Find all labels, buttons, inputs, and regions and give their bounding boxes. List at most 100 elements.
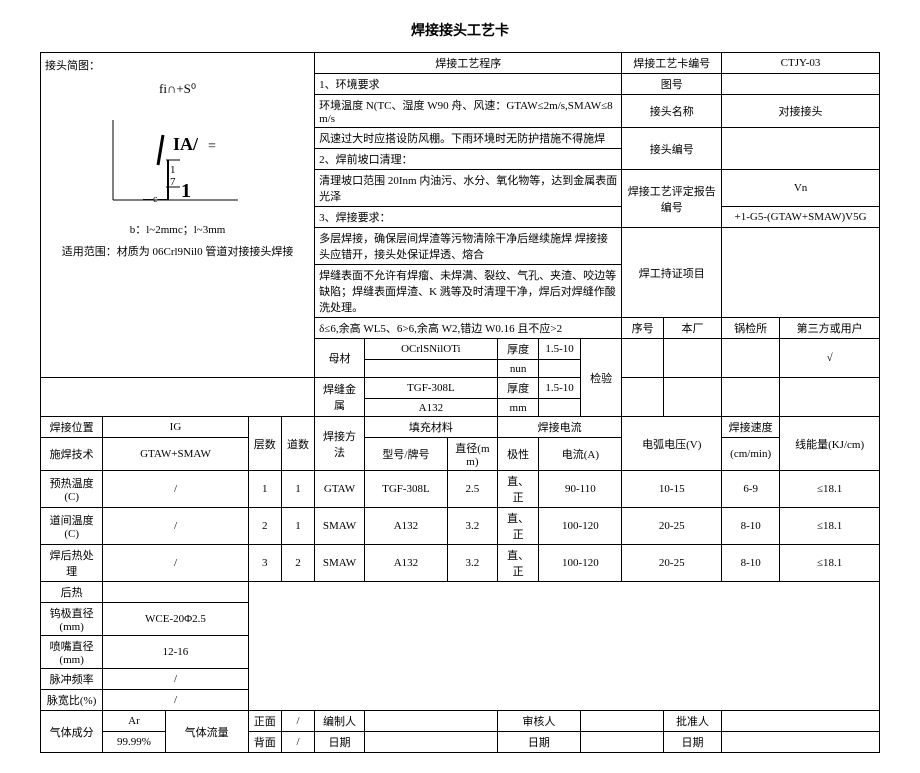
pulse-v: / [103,669,248,690]
r0-dia: 2.5 [447,471,497,508]
base-metal-label: 母材 [315,339,365,378]
svg-text:—c—: —c— [142,194,168,205]
env-header: 1、环境要求 [315,74,622,95]
date2-label: 日期 [497,732,580,753]
r1-amp: 100-120 [539,508,622,545]
tungsten-label: 钨极直径(mm) [41,603,103,636]
diagram-header: 接头简图： [45,57,310,73]
h-pass: 道数 [281,417,314,471]
h-dia: 直径(mm) [447,438,497,471]
i2a [622,378,664,417]
tungsten-v: WCE-20Φ2.5 [103,603,248,636]
h-current: 焊接电流 [497,417,622,438]
r2-v: / [103,545,248,582]
r0-layer: 1 [248,471,281,508]
thk-label2: 厚度 [497,378,539,399]
writer-label: 编制人 [315,711,365,732]
date3-label: 日期 [663,732,721,753]
h-pos-v: IG [103,417,248,438]
approver-label: 批准人 [663,711,721,732]
proc-header: 焊接工艺程序 [315,53,622,74]
r1-volt: 20-25 [622,508,722,545]
inspect-boiler [722,339,780,378]
h-speed: 焊接速度 [722,417,780,438]
weld-metal-label: 焊缝金属 [315,378,365,417]
page-title: 焊接接头工艺卡 [40,20,880,40]
thk-label: 厚度 [497,339,539,360]
diagram-formula: fi∩+S⁰ [45,81,310,97]
r1-dia: 3.2 [447,508,497,545]
i2b [663,378,721,417]
main-table: 接头简图： fi∩+S⁰ IA/ = 1 7 1 —c— b：l~2mmc；l~… [40,52,880,753]
svg-text:IA/: IA/ [173,134,199,154]
r2-dia: 3.2 [447,545,497,582]
date3-v [722,732,880,753]
report-v1: Vn [722,170,880,207]
joint-diagram: IA/ = 1 7 1 —c— [108,105,248,215]
svg-text:7: 7 [170,176,176,188]
r2-polar: 直、正 [497,545,539,582]
thk-unit: nun [497,360,539,378]
pulse-label: 脉冲频率 [41,669,103,690]
thk-range2: 1.5-10 [539,378,581,399]
i2c [722,378,780,417]
inspect-seq [622,339,664,378]
gas-label: 气体成分 [41,711,103,753]
r0-speed: 6-9 [722,471,780,508]
r0-pass: 1 [281,471,314,508]
r2-volt: 20-25 [622,545,722,582]
flow-label: 气体流量 [165,711,248,753]
weld2: 焊缝表面不允许有焊瘤、未焊满、裂纹、气孔、夹渣、咬边等缺陷；焊缝表面焊渣、K 溅… [315,265,622,318]
env1: 环境温度 N(TC、湿度 W90 舟、风速：GTAW≤2m/s,SMAW≤8m/… [315,95,622,128]
our-label: 本厂 [663,318,721,339]
report-v2: +1-G5-(GTAW+SMAW)V5G [722,207,880,228]
thk-range: 1.5-10 [539,339,581,360]
tuhao-label: 图号 [622,74,722,95]
joint-name: 对接接头 [722,95,880,128]
third-label: 第三方或用户 [780,318,880,339]
joint-name-label: 接头名称 [622,95,722,128]
gas-v2: 99.99% [103,732,165,753]
approver-v [722,711,880,732]
r2-pass: 2 [281,545,314,582]
weld3: δ≤6,余高 WL5、6>6,余高 W2,错边 W0.16 且不应>2 [315,318,622,339]
h-tech-v: GTAW+SMAW [103,438,248,471]
r0-amp: 90-110 [539,471,622,508]
thk-blank [539,360,581,378]
h-amp: 电流(A) [539,438,622,471]
r1-pass: 1 [281,508,314,545]
diagram-cell: 接头简图： fi∩+S⁰ IA/ = 1 7 1 —c— b：l~2mmc；l~… [41,53,315,378]
prep1: 清理坡口范围 20Inm 内油污、水分、氧化物等，达到金属表面光泽 [315,170,622,207]
joint-no-label: 接头编号 [622,128,722,170]
cardno-label: 焊接工艺卡编号 [622,53,722,74]
tuhao-val [722,74,880,95]
weld-header: 3、焊接要求： [315,207,622,228]
r0-v: / [103,471,248,508]
r2-method: SMAW [315,545,365,582]
h-layer: 层数 [248,417,281,471]
r2-model: A132 [364,545,447,582]
h-pos: 焊接位置 [41,417,103,438]
r1-label: 道间温度(C) [41,508,103,545]
svg-text:1: 1 [170,164,176,176]
postheat-v [103,582,248,603]
h-filler: 填充材料 [364,417,497,438]
r0-label: 预热温度(C) [41,471,103,508]
pwidth-v: / [103,690,248,711]
cert-label: 焊工持证项目 [622,228,722,318]
thk-blank2 [539,399,581,417]
r1-speed: 8-10 [722,508,780,545]
h-polar: 极性 [497,438,539,471]
front-v: / [281,711,314,732]
diagram-caption-scope: 适用范围：材质为 06Crl9Nil0 管道对接接头焊接 [45,243,310,259]
r1-v: / [103,508,248,545]
postheat-label: 后热 [41,582,103,603]
inspect-our [663,339,721,378]
blank-area [248,582,879,711]
joint-no [722,128,880,170]
r2-label: 焊后热处理 [41,545,103,582]
r0-polar: 直、正 [497,471,539,508]
h-volt: 电弧电压(V) [622,417,722,471]
diagram-caption-b: b：l~2mmc；l~3mm [45,221,310,237]
h-energy: 线能量(KJ/cm) [780,417,880,471]
